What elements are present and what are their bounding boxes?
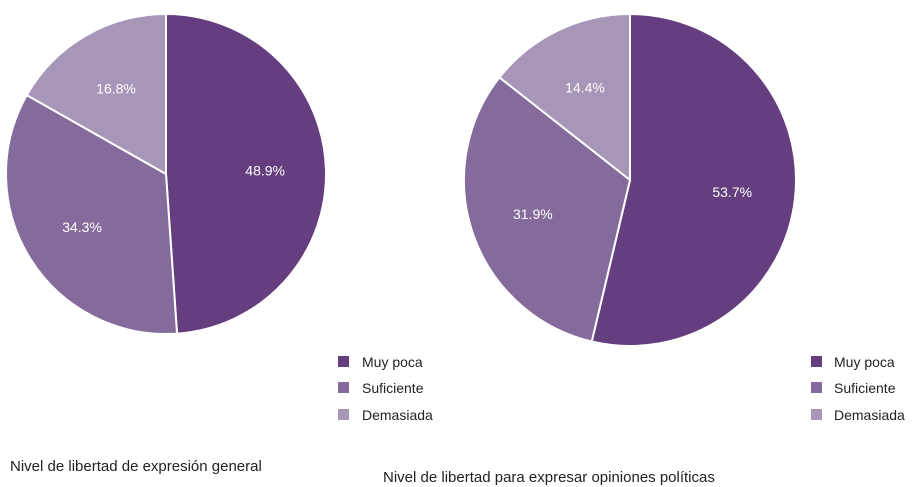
pie1-slice-demasiada	[25, 13, 167, 175]
pie2-label-demasiada: 14.4%	[565, 79, 605, 95]
legend-label-demasiada: Demasiada	[362, 407, 433, 423]
legend-label-suficiente: Suficiente	[834, 380, 896, 396]
legend-label-suficiente: Suficiente	[362, 380, 424, 396]
pie-chart-1: 48.9% 34.3% 16.8% Muy poca Suficiente Dema…	[5, 13, 433, 475]
pie-chart-2: 53.7% 31.9% 14.4% Muy poca Suficiente Dema…	[383, 13, 905, 486]
pie1-slice-suficiente	[5, 94, 179, 335]
pie2-label-suficiente: 31.9%	[513, 206, 553, 222]
pie-chart-2-legend: Muy poca Suficiente Demasiada	[811, 354, 905, 423]
pie1-label-muy-poca: 48.9%	[245, 163, 285, 179]
legend-swatch-muy-poca	[338, 356, 349, 367]
pie-chart-1-caption: Nivel de libertad de expresión general	[10, 458, 262, 475]
pie2-slice-suficiente	[463, 76, 631, 343]
legend-swatch-demasiada	[811, 409, 822, 420]
legend-label-demasiada: Demasiada	[834, 407, 905, 423]
legend-swatch-demasiada	[338, 409, 349, 420]
legend-label-muy-poca: Muy poca	[362, 354, 423, 370]
pie1-label-demasiada: 16.8%	[96, 80, 136, 96]
legend-swatch-muy-poca	[811, 356, 822, 367]
legend-swatch-suficiente	[811, 382, 822, 393]
pie-chart-2-caption: Nivel de libertad para expresar opinione…	[383, 469, 715, 486]
pie-chart-1-legend: Muy poca Suficiente Demasiada	[338, 354, 433, 423]
pie2-slice-demasiada	[498, 13, 631, 181]
pie2-slice-muy-poca	[590, 13, 797, 347]
legend-swatch-suficiente	[338, 382, 349, 393]
pie1-slice-muy-poca	[165, 13, 327, 335]
legend-label-muy-poca: Muy poca	[834, 354, 895, 370]
pie2-label-muy-poca: 53.7%	[712, 184, 752, 200]
pie1-label-suficiente: 34.3%	[62, 219, 102, 235]
